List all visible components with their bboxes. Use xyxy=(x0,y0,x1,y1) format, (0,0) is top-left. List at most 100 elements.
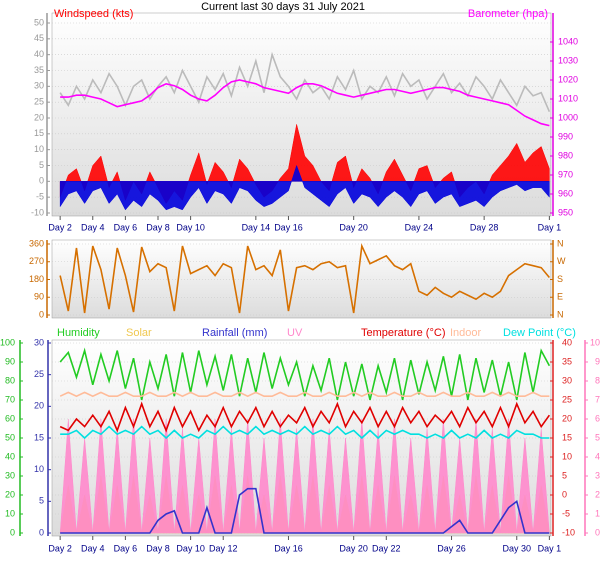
axis-tick-label: 45 xyxy=(34,33,44,43)
axis-tick-label: 1020 xyxy=(558,74,578,84)
axis-tick-label: 7 xyxy=(595,394,600,404)
legend-entry: Barometer (hpa) xyxy=(468,8,548,20)
axis-tick-label: 10 xyxy=(34,144,44,154)
axis-tick-label: 15 xyxy=(562,432,572,442)
axis-tick-label: 0 xyxy=(39,309,44,319)
axis-tick-label: -10 xyxy=(31,207,44,217)
x-tick-label: Day 12 xyxy=(209,543,238,553)
legend-entry: Dew Point (°C) xyxy=(503,327,576,339)
axis-tick-label: 100 xyxy=(0,337,15,347)
x-tick-label: Day 1 xyxy=(538,543,562,553)
line-series xyxy=(60,425,550,440)
series-group xyxy=(59,243,550,314)
x-tick-label: Day 16 xyxy=(274,222,303,232)
x-tick-label: Day 24 xyxy=(405,222,434,232)
axis-tick-label: 25 xyxy=(34,97,44,107)
axis-tick-label: -5 xyxy=(36,192,44,202)
axis-tick-label: 20 xyxy=(34,401,44,411)
axis-tick-label: 10 xyxy=(562,451,572,461)
line-series xyxy=(59,243,550,314)
x-tick-label: Day 28 xyxy=(470,222,499,232)
x-tick-label: Day 4 xyxy=(81,543,105,553)
x-tick-label: Day 20 xyxy=(339,222,368,232)
x-tick-label: Day 10 xyxy=(176,543,205,553)
legend-entry: Indoor xyxy=(450,327,482,339)
axis-tick-label: 1000 xyxy=(558,112,578,122)
axis-tick-label: 50 xyxy=(5,432,15,442)
axis-tick-label: 0 xyxy=(10,527,15,537)
axis-tick-label: 30 xyxy=(34,81,44,91)
axis-tick-label: 5 xyxy=(595,432,600,442)
axis-tick-label: 25 xyxy=(562,394,572,404)
axis-tick-label: 1040 xyxy=(558,36,578,46)
axis-tick-label: 960 xyxy=(558,188,573,198)
axis-tick-label: 80 xyxy=(5,375,15,385)
axis-tick-label: 10 xyxy=(590,337,600,347)
x-tick-label: Day 30 xyxy=(502,543,531,553)
legend-entry: Rainfall (mm) xyxy=(202,327,267,339)
axis-tick-label: S xyxy=(557,274,563,284)
x-tick-label: Day 8 xyxy=(146,222,170,232)
axis-tick-label: 30 xyxy=(562,375,572,385)
axis-tick-label: N xyxy=(557,309,564,319)
axis-tick-label: E xyxy=(557,292,563,302)
axis-tick-label: 60 xyxy=(5,413,15,423)
axis-tick-label: 90 xyxy=(34,292,44,302)
axis-tick-label: 15 xyxy=(34,432,44,442)
x-tick-label: Day 6 xyxy=(114,543,138,553)
x-tick-label: Day 6 xyxy=(114,222,138,232)
axis-tick-label: 1010 xyxy=(558,93,578,103)
axis-tick-label: N xyxy=(557,238,564,248)
x-tick-label: Day 4 xyxy=(81,222,105,232)
axis-tick-label: 35 xyxy=(34,65,44,75)
line-series xyxy=(59,401,551,433)
series-group xyxy=(59,347,551,534)
axis-tick-label: 20 xyxy=(562,413,572,423)
legend-entry: Humidity xyxy=(57,327,100,339)
axis-tick-label: 25 xyxy=(34,369,44,379)
axis-tick-label: 35 xyxy=(562,356,572,366)
legend-entry: UV xyxy=(287,327,303,339)
x-tick-label: Day 10 xyxy=(176,222,205,232)
line-series xyxy=(59,347,551,401)
axis-tick-label: 50 xyxy=(34,17,44,27)
axis-tick-label: -5 xyxy=(562,508,570,518)
axis-tick-label: 3 xyxy=(595,470,600,480)
axis-tick-label: 40 xyxy=(5,451,15,461)
axis-tick-label: 30 xyxy=(5,470,15,480)
axis-tick-label: 15 xyxy=(34,128,44,138)
axis-tick-label: 4 xyxy=(595,451,600,461)
x-tick-label: Day 16 xyxy=(274,543,303,553)
axis-tick-label: 8 xyxy=(595,375,600,385)
axis-tick-label: 180 xyxy=(29,274,44,284)
axis-tick-label: 0 xyxy=(595,527,600,537)
axis-tick-label: 2 xyxy=(595,489,600,499)
axis-tick-label: 9 xyxy=(595,356,600,366)
x-tick-label: Day 2 xyxy=(48,222,72,232)
axis-tick-label: -10 xyxy=(562,527,575,537)
axis-tick-label: 990 xyxy=(558,131,573,141)
axis-tick-label: 20 xyxy=(34,112,44,122)
axis-tick-label: 40 xyxy=(562,337,572,347)
axis-tick-label: 30 xyxy=(34,337,44,347)
axis-tick-label: W xyxy=(557,256,566,266)
axis-tick-label: 950 xyxy=(558,207,573,217)
area-series xyxy=(59,164,550,211)
axis-tick-label: 270 xyxy=(29,256,44,266)
axis-tick-label: 1030 xyxy=(558,55,578,65)
x-tick-label: Day 2 xyxy=(48,543,72,553)
x-tick-label: Day 1 xyxy=(538,222,562,232)
axis-tick-label: 970 xyxy=(558,169,573,179)
axis-tick-label: 20 xyxy=(5,489,15,499)
axis-tick-label: 10 xyxy=(5,508,15,518)
axis-tick-label: 360 xyxy=(29,238,44,248)
axis-tick-label: 980 xyxy=(558,150,573,160)
axis-tick-label: 10 xyxy=(34,464,44,474)
x-tick-label: Day 8 xyxy=(146,543,170,553)
axis-tick-label: 0 xyxy=(562,489,567,499)
axis-tick-label: 40 xyxy=(34,49,44,59)
axis-tick-label: 5 xyxy=(562,470,567,480)
axis-tick-label: 90 xyxy=(5,356,15,366)
axis-tick-label: 70 xyxy=(5,394,15,404)
